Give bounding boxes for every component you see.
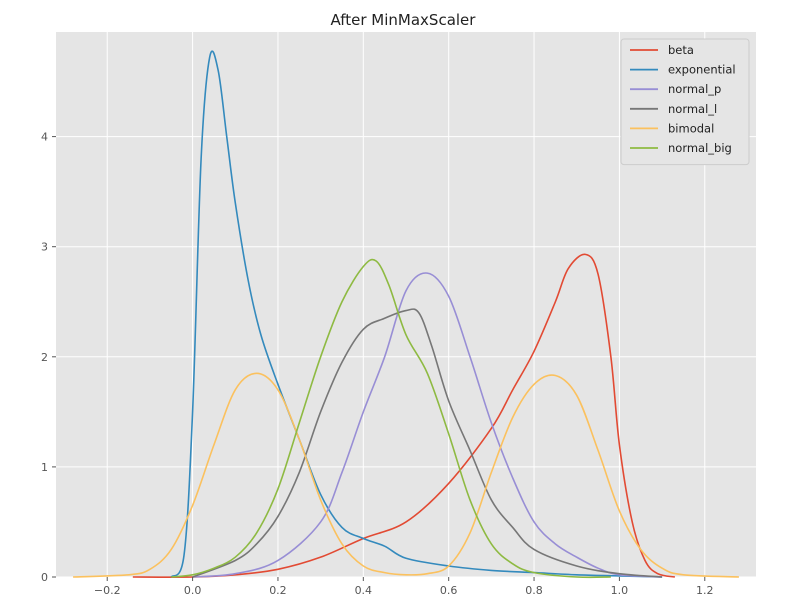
x-tick-label: 1.0 <box>611 584 629 597</box>
series-lines <box>73 50 739 579</box>
x-tick-label: 0.6 <box>440 584 458 597</box>
series-line-beta <box>132 253 676 578</box>
legend-label: normal_l <box>668 102 717 116</box>
series-line-normal-big <box>171 258 611 579</box>
y-tick-label: 0 <box>41 571 48 584</box>
legend-label: exponential <box>668 63 736 77</box>
legend-label: bimodal <box>668 121 714 135</box>
x-tick-label: 0.0 <box>184 584 202 597</box>
y-tick-label: 2 <box>41 351 48 364</box>
series-line-exponential <box>170 50 663 578</box>
series-line-normal-p <box>192 272 663 578</box>
y-axis: 0 1 2 3 4 <box>41 131 56 584</box>
x-tick-label: −0.2 <box>94 584 121 597</box>
series-line-bimodal <box>73 372 739 578</box>
legend-label: beta <box>668 43 694 57</box>
chart-title: After MinMaxScaler <box>331 11 477 29</box>
y-tick-label: 4 <box>41 131 48 144</box>
x-tick-label: 0.2 <box>269 584 287 597</box>
x-tick-label: 0.8 <box>525 584 543 597</box>
x-axis: −0.2 0.0 0.2 0.4 0.6 0.8 1.0 1.2 <box>94 577 714 597</box>
legend-label: normal_big <box>668 141 732 155</box>
legend-label: normal_p <box>668 82 721 96</box>
series-line-normal-l <box>192 308 663 578</box>
y-tick-label: 1 <box>41 461 48 474</box>
y-tick-label: 3 <box>41 241 48 254</box>
x-tick-label: 1.2 <box>696 584 714 597</box>
x-tick-label: 0.4 <box>355 584 373 597</box>
